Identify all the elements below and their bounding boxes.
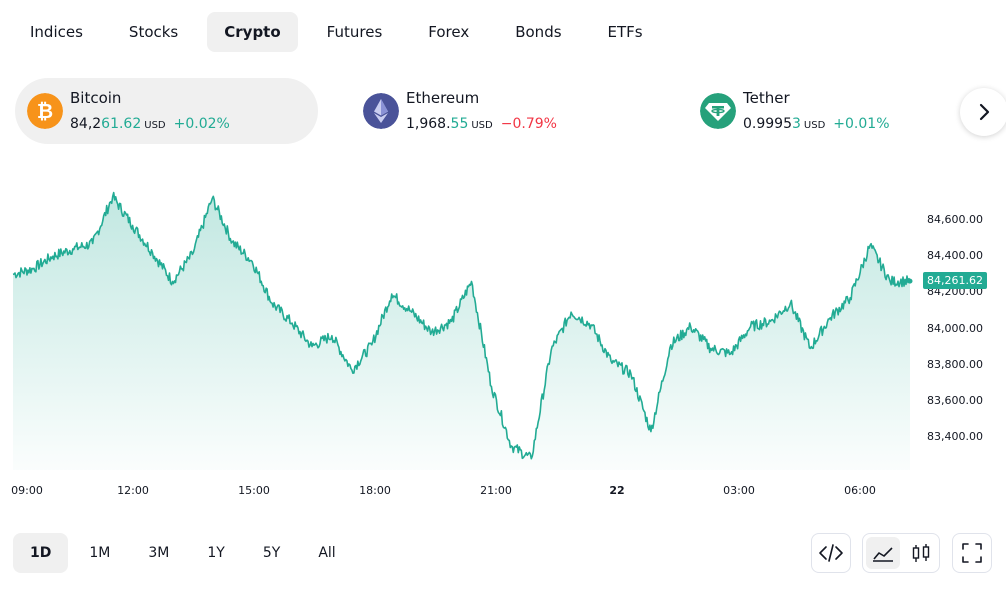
ticker-price: 0.99953 USD +0.01%	[743, 116, 890, 132]
y-tick-label: 83,800.00	[927, 357, 983, 371]
ticker-bitcoin[interactable]: ₿ Bitcoin 84,261.62 USD +0.02%	[15, 78, 318, 144]
market-tabs: Indices Stocks Crypto Futures Forex Bond…	[13, 12, 672, 52]
y-tick-label: 84,000.00	[927, 321, 983, 335]
range-1y[interactable]: 1Y	[207, 545, 225, 561]
chevron-right-icon	[979, 103, 990, 121]
y-tick-label: 83,400.00	[927, 430, 983, 443]
ticker-change: +0.02%	[173, 116, 230, 132]
x-tick-label: 03:00	[723, 484, 755, 497]
ticker-price: 1,968.55 USD −0.79%	[406, 116, 557, 132]
ticker-name: Tether	[743, 89, 790, 107]
x-tick-label: 22	[609, 484, 625, 497]
tab-futures[interactable]: Futures	[326, 23, 383, 41]
last-price-badge: 84,261.62	[923, 272, 987, 289]
ticker-ethereum[interactable]: Ethereum 1,968.55 USD −0.79%	[351, 78, 651, 144]
tab-crypto[interactable]: Crypto	[207, 12, 298, 52]
range-1m[interactable]: 1M	[89, 545, 111, 561]
y-tick-label: 83,600.00	[927, 393, 983, 407]
tether-icon	[700, 93, 736, 129]
range-all[interactable]: All	[318, 545, 336, 561]
tab-indices[interactable]: Indices	[30, 23, 83, 41]
area-chart-button[interactable]	[866, 537, 900, 569]
x-tick-label: 09:00	[11, 484, 43, 497]
ticker-name: Ethereum	[406, 89, 480, 107]
price-chart[interactable]	[0, 170, 1006, 500]
tab-bonds[interactable]: Bonds	[515, 23, 562, 41]
tab-forex[interactable]: Forex	[428, 23, 470, 41]
next-tickers-button[interactable]	[960, 88, 1006, 136]
embed-code-button[interactable]	[811, 533, 851, 573]
price-line	[12, 191, 911, 460]
svg-text:₿: ₿	[37, 99, 53, 123]
price-area-fill	[13, 192, 910, 470]
chart-type-toggle	[862, 533, 940, 573]
tab-etfs[interactable]: ETFs	[607, 23, 643, 41]
range-5y[interactable]: 5Y	[262, 545, 281, 561]
y-tick-label: 84,600.00	[927, 213, 983, 226]
ticker-price: 84,261.62 USD +0.02%	[70, 116, 230, 132]
y-tick-label: 84,400.00	[927, 249, 983, 263]
ticker-name: Bitcoin	[70, 89, 122, 107]
x-tick-label: 06:00	[844, 484, 876, 497]
ticker-strip: ₿ Bitcoin 84,261.62 USD +0.02% Ethereum 1,…	[15, 78, 1005, 144]
ticker-tether[interactable]: Tether 0.99953 USD +0.01%	[688, 78, 968, 144]
tab-stocks[interactable]: Stocks	[128, 23, 179, 41]
ticker-change: −0.79%	[500, 116, 557, 132]
x-tick-label: 12:00	[117, 484, 149, 497]
bitcoin-icon: ₿	[27, 93, 63, 129]
fullscreen-icon	[962, 543, 982, 563]
ethereum-icon	[363, 93, 399, 129]
range-1d[interactable]: 1D	[13, 533, 69, 573]
x-tick-label: 18:00	[359, 484, 391, 497]
x-tick-label: 21:00	[480, 484, 512, 497]
fullscreen-button[interactable]	[952, 533, 992, 573]
candlestick-chart-button[interactable]	[904, 537, 938, 569]
range-selector: 1D 1M 3M 1Y 5Y All	[13, 533, 357, 573]
last-price-marker	[907, 278, 913, 284]
range-3m[interactable]: 3M	[148, 545, 170, 561]
x-tick-label: 15:00	[238, 484, 270, 497]
ticker-change: +0.01%	[833, 116, 890, 132]
candlestick-icon	[912, 544, 930, 562]
code-icon	[819, 544, 843, 562]
area-chart-icon	[873, 547, 893, 562]
